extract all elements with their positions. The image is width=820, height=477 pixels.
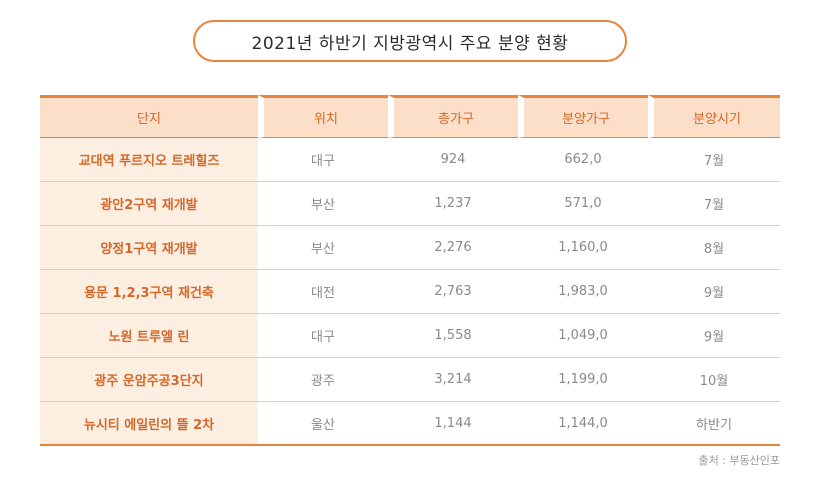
cell-sale-period: 7월: [648, 138, 780, 182]
header-location: 위치: [258, 95, 388, 138]
cell-complex: 용문 1,2,3구역 재건축: [40, 270, 258, 314]
cell-total-units: 924: [388, 138, 518, 182]
cell-total-units: 1,558: [388, 314, 518, 358]
cell-location: 대전: [258, 270, 388, 314]
cell-sale-period: 하반기: [648, 402, 780, 446]
header-total-units: 총가구: [388, 95, 518, 138]
cell-total-units: 2,763: [388, 270, 518, 314]
cell-complex: 뉴시티 에일린의 뜰 2차: [40, 402, 258, 446]
header-sale-units: 분양가구: [518, 95, 648, 138]
table-row: 교대역 푸르지오 트레힐즈 대구 924 662,0 7월: [40, 138, 780, 182]
cell-sale-period: 9월: [648, 314, 780, 358]
cell-sale-period: 10월: [648, 358, 780, 402]
cell-complex: 교대역 푸르지오 트레힐즈: [40, 138, 258, 182]
cell-total-units: 1,237: [388, 182, 518, 226]
cell-sale-units: 662,0: [518, 138, 648, 182]
cell-location: 울산: [258, 402, 388, 446]
cell-total-units: 2,276: [388, 226, 518, 270]
sales-table: 단지 위치 총가구 분양가구 분양시기 교대역 푸르지오 트레힐즈 대구 924…: [40, 95, 780, 446]
table-row: 광안2구역 재개발 부산 1,237 571,0 7월: [40, 182, 780, 226]
table-row: 노원 트루엘 린 대구 1,558 1,049,0 9월: [40, 314, 780, 358]
cell-sale-units: 1,144,0: [518, 402, 648, 446]
cell-location: 광주: [258, 358, 388, 402]
cell-location: 부산: [258, 182, 388, 226]
cell-complex: 노원 트루엘 린: [40, 314, 258, 358]
page-title: 2021년 하반기 지방광역시 주요 분양 현황: [193, 20, 627, 62]
cell-location: 대구: [258, 314, 388, 358]
table-row: 뉴시티 에일린의 뜰 2차 울산 1,144 1,144,0 하반기: [40, 402, 780, 446]
table-header-row: 단지 위치 총가구 분양가구 분양시기: [40, 95, 780, 138]
header-sale-period: 분양시기: [648, 95, 780, 138]
cell-sale-period: 7월: [648, 182, 780, 226]
cell-total-units: 1,144: [388, 402, 518, 446]
header-complex: 단지: [40, 95, 258, 138]
cell-total-units: 3,214: [388, 358, 518, 402]
table-row: 광주 운암주공3단지 광주 3,214 1,199,0 10월: [40, 358, 780, 402]
cell-complex: 양정1구역 재개발: [40, 226, 258, 270]
cell-sale-units: 1,160,0: [518, 226, 648, 270]
table-row: 양정1구역 재개발 부산 2,276 1,160,0 8월: [40, 226, 780, 270]
source-note: 출처 : 부동산인포: [698, 454, 780, 467]
cell-sale-units: 1,983,0: [518, 270, 648, 314]
table-row: 용문 1,2,3구역 재건축 대전 2,763 1,983,0 9월: [40, 270, 780, 314]
cell-sale-units: 571,0: [518, 182, 648, 226]
cell-complex: 광안2구역 재개발: [40, 182, 258, 226]
cell-complex: 광주 운암주공3단지: [40, 358, 258, 402]
cell-location: 대구: [258, 138, 388, 182]
cell-location: 부산: [258, 226, 388, 270]
cell-sale-units: 1,199,0: [518, 358, 648, 402]
cell-sale-period: 9월: [648, 270, 780, 314]
cell-sale-units: 1,049,0: [518, 314, 648, 358]
cell-sale-period: 8월: [648, 226, 780, 270]
